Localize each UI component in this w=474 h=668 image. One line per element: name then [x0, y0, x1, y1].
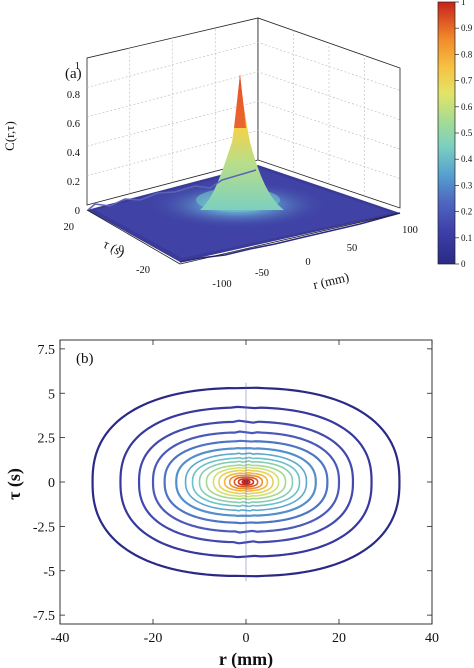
z-axis-label: C(r,τ): [2, 121, 17, 151]
colorbar-tick-label: 0.7: [461, 76, 473, 86]
contour-line: [151, 430, 341, 534]
x-axis-label: r (mm): [312, 269, 351, 292]
z-tick-label: 1: [75, 61, 80, 72]
colorbar-tick-label: 0.9: [461, 23, 473, 33]
colorbar-tick-label: 0.8: [461, 49, 473, 59]
contour-line: [137, 419, 355, 545]
contour-x-tick-label: 0: [243, 631, 250, 646]
contour-line: [237, 478, 255, 486]
colorbar-tick-label: 0.2: [461, 207, 472, 217]
contour-lines: [91, 382, 401, 582]
contour-y-tick-label: 5: [48, 387, 55, 402]
plot-box-edges: [86, 209, 401, 265]
wall-grid-line: [86, 42, 401, 91]
surface: [87, 74, 401, 263]
contour-y-tick-label: 7.5: [38, 343, 56, 358]
z-tick-label: 0: [75, 206, 80, 217]
surface-plot: (a) 00.20.40.60.81 C(r,τ) -100-50050100 …: [2, 0, 473, 292]
contour-line: [241, 479, 251, 485]
contour-line: [233, 476, 259, 488]
y-tick-label: -20: [136, 265, 150, 276]
y-tick-label: 20: [64, 222, 75, 233]
z-axis-ticks: 0 0.2 0.4 0.6 0.8 1: [67, 61, 81, 217]
contour-y-tick-label: 2.5: [38, 432, 56, 447]
contour-x-tick-label: -20: [144, 631, 163, 646]
contour-x-tick-label: 20: [332, 631, 346, 646]
contour-y-tick-label: -7.5: [33, 609, 55, 624]
x-tick-label: -100: [212, 279, 231, 290]
panel-a-label: (a): [65, 66, 82, 82]
colorbar-tick-label: 0.6: [461, 102, 473, 112]
x-axis-ticks: -100 -50 0 50 100: [212, 225, 418, 290]
colorbar-tick-label: 0.4: [461, 154, 473, 164]
contour-line: [175, 446, 317, 518]
colorbar-tick-label: 0.1: [461, 233, 472, 243]
contour-x-ticks: -40 -20 0 20 40: [51, 340, 439, 646]
contour-line: [191, 456, 301, 508]
contour-line: [223, 472, 269, 492]
contour-y-tick-label: -2.5: [33, 520, 55, 535]
contour-line: [228, 474, 264, 490]
x-tick-label: -50: [255, 268, 269, 279]
wall-grid-line: [86, 130, 401, 179]
contour-x-tick-label: -40: [51, 631, 70, 646]
colorbar: 1 0.9 0.8 0.7 0.6 0.5 0.4 0.3 0.2 0.1 0: [437, 0, 473, 269]
colorbar-tick-label: 1: [461, 0, 466, 7]
contour-line: [212, 466, 280, 498]
colorbar-gradient: [437, 1, 456, 265]
contour-line: [218, 469, 274, 495]
colorbar-tick-label: 0.5: [461, 128, 473, 138]
contour-y-axis-label: τ (s): [4, 468, 25, 500]
contour-line: [163, 439, 329, 525]
contour-x-tick-label: 40: [425, 631, 439, 646]
wall-grid-line: [86, 100, 401, 150]
wall-grid-line: [86, 71, 401, 121]
panel-b-label: (b): [76, 351, 94, 367]
y-tick-label: 0: [119, 244, 124, 255]
contour-x-axis-label: r (mm): [219, 649, 273, 668]
y-axis-label: τ (s): [101, 236, 128, 260]
x-tick-label: 50: [347, 243, 358, 254]
contour-line: [205, 463, 287, 501]
colorbar-ticks: 1 0.9 0.8 0.7 0.6 0.5 0.4 0.3 0.2 0.1 0: [455, 0, 473, 269]
z-tick-label: 0.8: [67, 90, 80, 101]
wall-grid: [86, 28, 401, 196]
colorbar-tick-label: 0.3: [461, 180, 473, 190]
x-tick-label: 0: [305, 257, 310, 268]
contour-y-ticks: 7.5 5 2.5 0 -2.5 -5 -7.5: [33, 343, 432, 624]
contour-plot: -40 -20 0 20 40 7.5 5 2.5 0 -2.5 -5 -7.5 (b) r (mm…: [4, 339, 439, 668]
contour-line: [119, 405, 373, 559]
y-axis-ticks: 20 0 -20: [64, 222, 151, 276]
contour-y-tick-label: 0: [48, 476, 55, 491]
z-tick-label: 0.2: [67, 177, 80, 188]
contour-line: [184, 452, 308, 512]
x-tick-label: 100: [402, 225, 418, 236]
contour-y-tick-label: -5: [43, 565, 55, 580]
contour-line: [198, 460, 294, 504]
contour-line: [91, 386, 401, 578]
colorbar-tick-label: 0: [461, 259, 466, 269]
z-tick-label: 0.6: [67, 119, 80, 130]
z-tick-label: 0.4: [67, 148, 81, 159]
